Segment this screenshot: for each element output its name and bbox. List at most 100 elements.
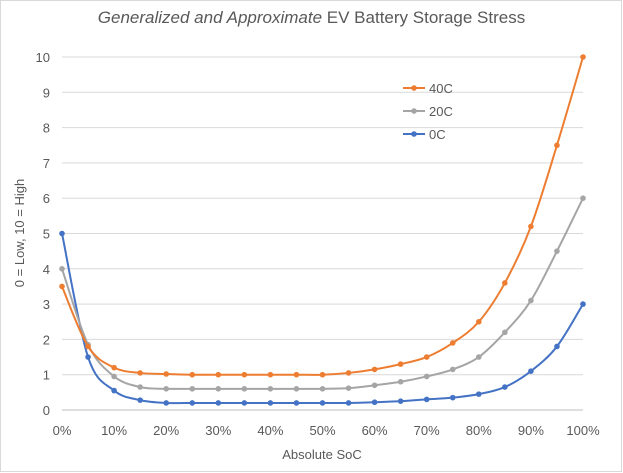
data-point-40c xyxy=(528,223,534,230)
data-point-20c xyxy=(111,373,117,380)
data-point-40c xyxy=(215,371,222,378)
data-point-0c xyxy=(241,400,248,406)
data-point-40c xyxy=(397,361,404,367)
x-tick-labels: 0% 10% 20% 30% 40% 50% 60% 70% 80% 90% 100% xyxy=(53,423,600,438)
data-point-0c xyxy=(319,400,326,406)
gridlines xyxy=(62,56,583,411)
y-tick-label: 5 xyxy=(43,227,50,242)
data-point-20c xyxy=(476,354,482,360)
data-point-20c xyxy=(371,382,378,389)
legend-marker-40c xyxy=(411,85,417,91)
legend: 40C 20C 0C xyxy=(403,81,453,142)
data-point-40c xyxy=(137,370,143,376)
data-point-0c xyxy=(59,230,65,237)
data-point-20c xyxy=(189,386,196,392)
y-tick-label: 6 xyxy=(43,191,50,206)
x-tick-label: 70% xyxy=(414,423,440,438)
data-point-20c xyxy=(215,386,222,392)
data-point-20c xyxy=(293,386,300,392)
data-point-0c xyxy=(502,384,508,390)
data-point-0c xyxy=(111,387,117,394)
y-tick-label: 8 xyxy=(43,121,50,136)
data-point-40c xyxy=(85,343,91,350)
series-0c xyxy=(59,230,586,406)
y-tick-label: 2 xyxy=(43,332,50,347)
data-point-20c xyxy=(528,297,534,304)
data-point-40c xyxy=(502,280,508,286)
x-tick-label: 0% xyxy=(53,423,72,438)
series-line-40c xyxy=(61,56,584,376)
data-point-20c xyxy=(241,386,248,392)
data-point-20c xyxy=(554,248,560,254)
data-point-0c xyxy=(397,398,404,404)
data-point-0c xyxy=(528,368,534,374)
data-point-0c xyxy=(345,400,352,406)
legend-marker-0c xyxy=(411,131,417,137)
x-tick-label: 80% xyxy=(466,423,492,438)
data-point-20c xyxy=(137,384,143,390)
data-point-0c xyxy=(554,343,560,350)
x-axis-label: Absolute SoC xyxy=(282,447,362,462)
data-point-40c xyxy=(189,371,196,378)
data-point-40c xyxy=(111,364,117,371)
data-point-0c xyxy=(85,354,91,360)
data-point-40c xyxy=(423,354,430,360)
series-20c xyxy=(59,195,586,392)
y-tick-label: 4 xyxy=(43,262,50,277)
data-point-20c xyxy=(397,378,404,385)
data-point-0c xyxy=(163,400,169,406)
data-point-20c xyxy=(502,329,508,336)
data-point-20c xyxy=(580,195,586,201)
y-tick-label: 1 xyxy=(43,368,50,383)
legend-marker-20c xyxy=(411,108,417,114)
y-tick-label: 0 xyxy=(43,403,50,418)
y-axis-label: 0 = Low, 10 = High xyxy=(12,179,27,287)
data-point-20c xyxy=(449,366,456,373)
data-point-0c xyxy=(215,400,222,406)
x-tick-label: 100% xyxy=(566,423,600,438)
legend-label-0c: 0C xyxy=(429,127,446,142)
data-point-0c xyxy=(267,400,274,406)
x-tick-label: 50% xyxy=(309,423,335,438)
data-point-40c xyxy=(554,142,560,149)
data-point-20c xyxy=(59,266,65,272)
legend-item-20c: 20C xyxy=(403,104,453,119)
chart-title-italic: Generalized and Approximate xyxy=(97,8,323,27)
data-point-40c xyxy=(59,283,65,290)
data-point-40c xyxy=(476,318,482,325)
y-tick-label: 9 xyxy=(43,85,50,100)
data-point-20c xyxy=(319,386,326,392)
data-point-20c xyxy=(267,386,274,392)
data-point-0c xyxy=(423,396,430,403)
data-point-40c xyxy=(293,371,300,378)
x-tick-label: 90% xyxy=(518,423,544,438)
legend-item-0c: 0C xyxy=(403,127,446,142)
data-point-0c xyxy=(476,391,482,397)
x-tick-label: 20% xyxy=(153,423,179,438)
data-point-40c xyxy=(371,366,378,373)
chart-title: Generalized and Approximate EV Battery S… xyxy=(0,8,623,28)
data-point-0c xyxy=(189,400,196,406)
legend-label-40c: 40C xyxy=(429,81,453,96)
y-tick-label: 7 xyxy=(43,156,50,171)
x-tick-label: 40% xyxy=(257,423,283,438)
data-point-0c xyxy=(580,301,586,307)
data-point-0c xyxy=(137,397,143,403)
data-point-40c xyxy=(319,371,326,378)
x-tick-label: 60% xyxy=(362,423,388,438)
chart-title-rest: EV Battery Storage Stress xyxy=(322,8,526,27)
x-tick-label: 10% xyxy=(101,423,127,438)
y-tick-label: 10 xyxy=(36,50,50,65)
data-point-20c xyxy=(163,386,169,392)
data-point-20c xyxy=(423,373,430,380)
data-series xyxy=(59,54,586,406)
data-point-40c xyxy=(449,340,456,346)
data-point-40c xyxy=(163,371,169,377)
legend-label-20c: 20C xyxy=(429,104,453,119)
data-point-40c xyxy=(345,370,352,376)
data-point-40c xyxy=(241,371,248,378)
series-line-0c xyxy=(61,233,584,405)
data-point-0c xyxy=(293,400,300,406)
